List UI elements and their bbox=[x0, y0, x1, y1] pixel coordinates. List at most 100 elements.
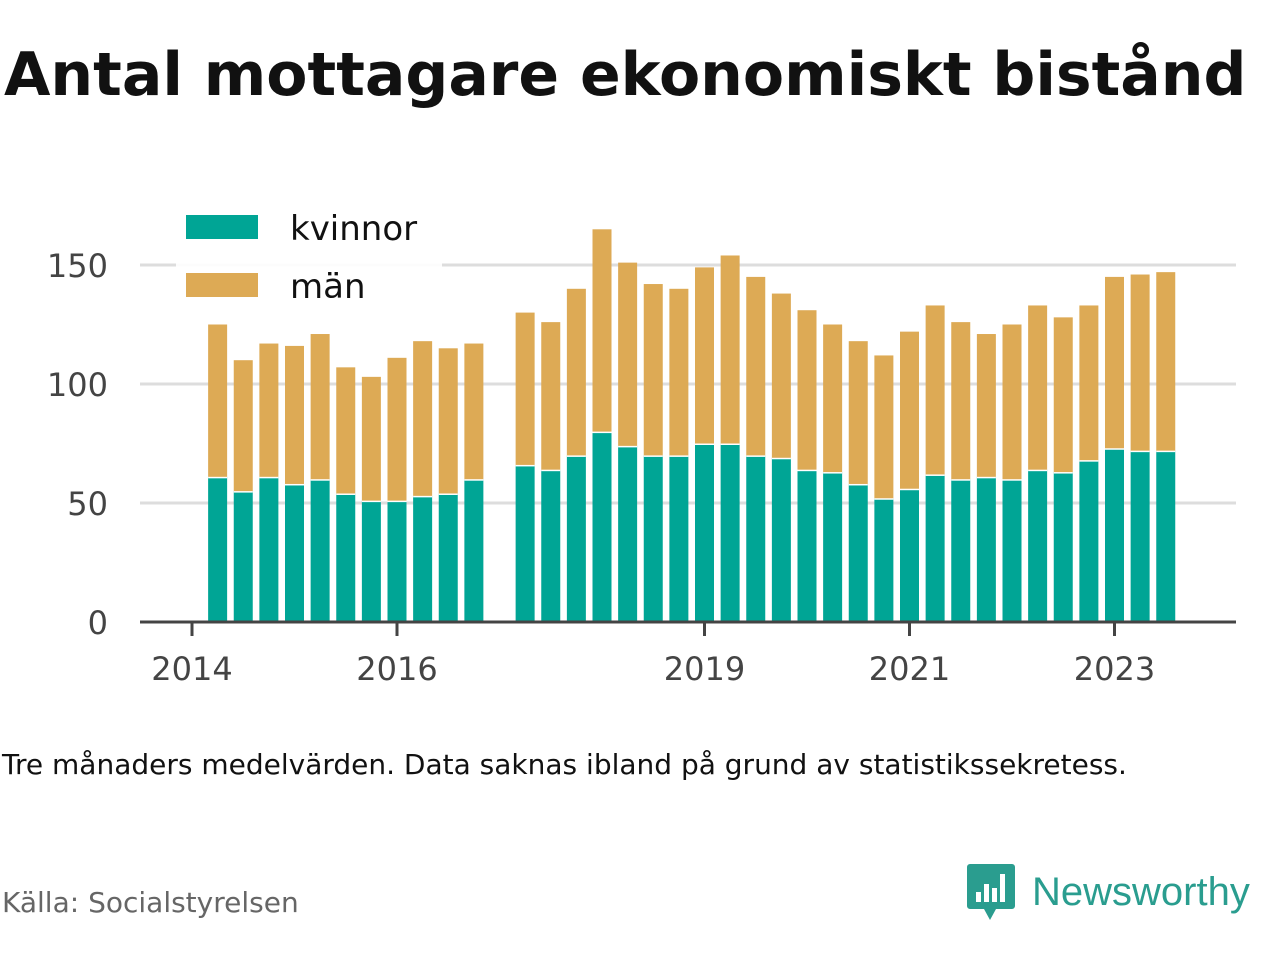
bar-kvinnor bbox=[541, 469, 561, 622]
bar-separator bbox=[336, 491, 356, 495]
bar-man bbox=[310, 334, 330, 480]
bar-kvinnor bbox=[1002, 479, 1022, 622]
bar-kvinnor bbox=[208, 476, 228, 622]
bar-man bbox=[618, 262, 638, 446]
bar-kvinnor bbox=[643, 455, 663, 622]
x-tick-label: 2021 bbox=[869, 650, 950, 688]
legend-swatch-kvinnor bbox=[186, 215, 258, 239]
source-text: Källa: Socialstyrelsen bbox=[2, 886, 299, 919]
x-tick-label: 2014 bbox=[151, 650, 232, 688]
bar-kvinnor bbox=[823, 472, 843, 622]
bar-kvinnor bbox=[361, 500, 381, 622]
x-tick-label: 2016 bbox=[356, 650, 437, 688]
axes: 0 50 100 150 2014 2016 2019 2021 2023 bbox=[47, 247, 1236, 688]
newsworthy-logo-text: Newsworthy bbox=[1032, 869, 1250, 914]
bar-man bbox=[797, 310, 817, 470]
bar-man bbox=[208, 324, 228, 477]
bar-kvinnor bbox=[900, 488, 919, 622]
bar-man bbox=[771, 293, 791, 458]
bar-man bbox=[695, 267, 714, 444]
bar-man bbox=[285, 345, 304, 484]
bar-kvinnor bbox=[336, 493, 356, 622]
bar-man bbox=[438, 348, 458, 494]
bar-man bbox=[1002, 324, 1022, 480]
bar-man bbox=[515, 312, 535, 465]
bar-man bbox=[1156, 272, 1176, 451]
bar-kvinnor bbox=[413, 495, 433, 622]
bar-kvinnor bbox=[285, 483, 304, 622]
bar-kvinnor bbox=[848, 483, 868, 622]
bar-kvinnor bbox=[669, 455, 689, 622]
bar-man bbox=[336, 367, 356, 494]
bar-man bbox=[1028, 305, 1048, 470]
y-tick-label: 150 bbox=[47, 247, 108, 285]
legend-swatch-man bbox=[186, 273, 258, 297]
bar-kvinnor bbox=[925, 474, 945, 622]
bar-separator bbox=[438, 491, 458, 495]
bar-kvinnor bbox=[976, 476, 996, 622]
y-tick-label: 100 bbox=[47, 366, 108, 404]
x-tick-label: 2023 bbox=[1074, 650, 1155, 688]
bar-kvinnor bbox=[259, 476, 279, 622]
bar-man bbox=[720, 255, 740, 444]
bar-man bbox=[592, 229, 612, 432]
bar-man bbox=[643, 284, 663, 456]
bar-man bbox=[1105, 276, 1124, 449]
stacked-bar-chart: 0 50 100 150 2014 2016 2019 2021 2023 kvinnor män bbox=[46, 200, 1236, 688]
bar-kvinnor bbox=[566, 455, 586, 622]
bar-kvinnor bbox=[874, 498, 894, 622]
bar-kvinnor bbox=[1105, 448, 1124, 622]
bar-separator bbox=[310, 477, 330, 481]
chart-title: Antal mottagare ekonomiskt bistånd bbox=[4, 40, 1247, 110]
bar-kvinnor bbox=[515, 464, 535, 622]
bar-kvinnor bbox=[464, 479, 484, 622]
bar-man bbox=[669, 288, 689, 456]
legend-label-kvinnor: kvinnor bbox=[290, 209, 417, 249]
bar-man bbox=[541, 322, 561, 470]
bars bbox=[208, 229, 1176, 622]
bar-man bbox=[848, 341, 868, 484]
bar-separator bbox=[1130, 449, 1150, 453]
bar-kvinnor bbox=[233, 491, 253, 622]
bar-man bbox=[925, 305, 945, 475]
bar-man bbox=[259, 343, 279, 477]
bar-kvinnor bbox=[746, 455, 766, 622]
bar-man bbox=[1053, 317, 1073, 473]
bar-kvinnor bbox=[387, 500, 407, 622]
bar-man bbox=[387, 357, 407, 501]
bar-kvinnor bbox=[720, 443, 740, 622]
bar-kvinnor bbox=[1028, 469, 1048, 622]
y-tick-label: 0 bbox=[88, 604, 108, 642]
bar-kvinnor bbox=[1053, 472, 1073, 622]
bar-kvinnor bbox=[695, 443, 714, 622]
bar-man bbox=[413, 341, 433, 496]
bar-man bbox=[976, 334, 996, 477]
chart-note: Tre månaders medelvärden. Data saknas ib… bbox=[2, 748, 1127, 781]
bar-man bbox=[874, 355, 894, 499]
bar-kvinnor bbox=[438, 493, 458, 622]
bar-man bbox=[1079, 305, 1099, 461]
legend: kvinnor män bbox=[176, 200, 442, 308]
bar-kvinnor bbox=[951, 479, 971, 622]
bar-kvinnor bbox=[1130, 450, 1150, 622]
newsworthy-logo[interactable]: Newsworthy bbox=[966, 862, 1250, 922]
bar-man bbox=[823, 324, 843, 473]
y-tick-label: 50 bbox=[67, 485, 108, 523]
bar-man bbox=[900, 331, 919, 489]
bar-man bbox=[746, 276, 766, 456]
bar-kvinnor bbox=[797, 469, 817, 622]
bar-kvinnor bbox=[618, 445, 638, 622]
bar-man bbox=[464, 343, 484, 480]
bar-man bbox=[1130, 274, 1150, 451]
bar-man bbox=[233, 360, 253, 492]
x-tick-label: 2019 bbox=[664, 650, 745, 688]
bar-kvinnor bbox=[592, 431, 612, 622]
bar-kvinnor bbox=[1156, 450, 1176, 622]
bar-kvinnor bbox=[310, 479, 330, 622]
bar-kvinnor bbox=[771, 457, 791, 622]
bar-man bbox=[361, 376, 381, 501]
legend-label-man: män bbox=[290, 267, 366, 307]
bar-separator bbox=[1079, 458, 1099, 462]
bar-man bbox=[951, 322, 971, 480]
bar-kvinnor bbox=[1079, 460, 1099, 622]
